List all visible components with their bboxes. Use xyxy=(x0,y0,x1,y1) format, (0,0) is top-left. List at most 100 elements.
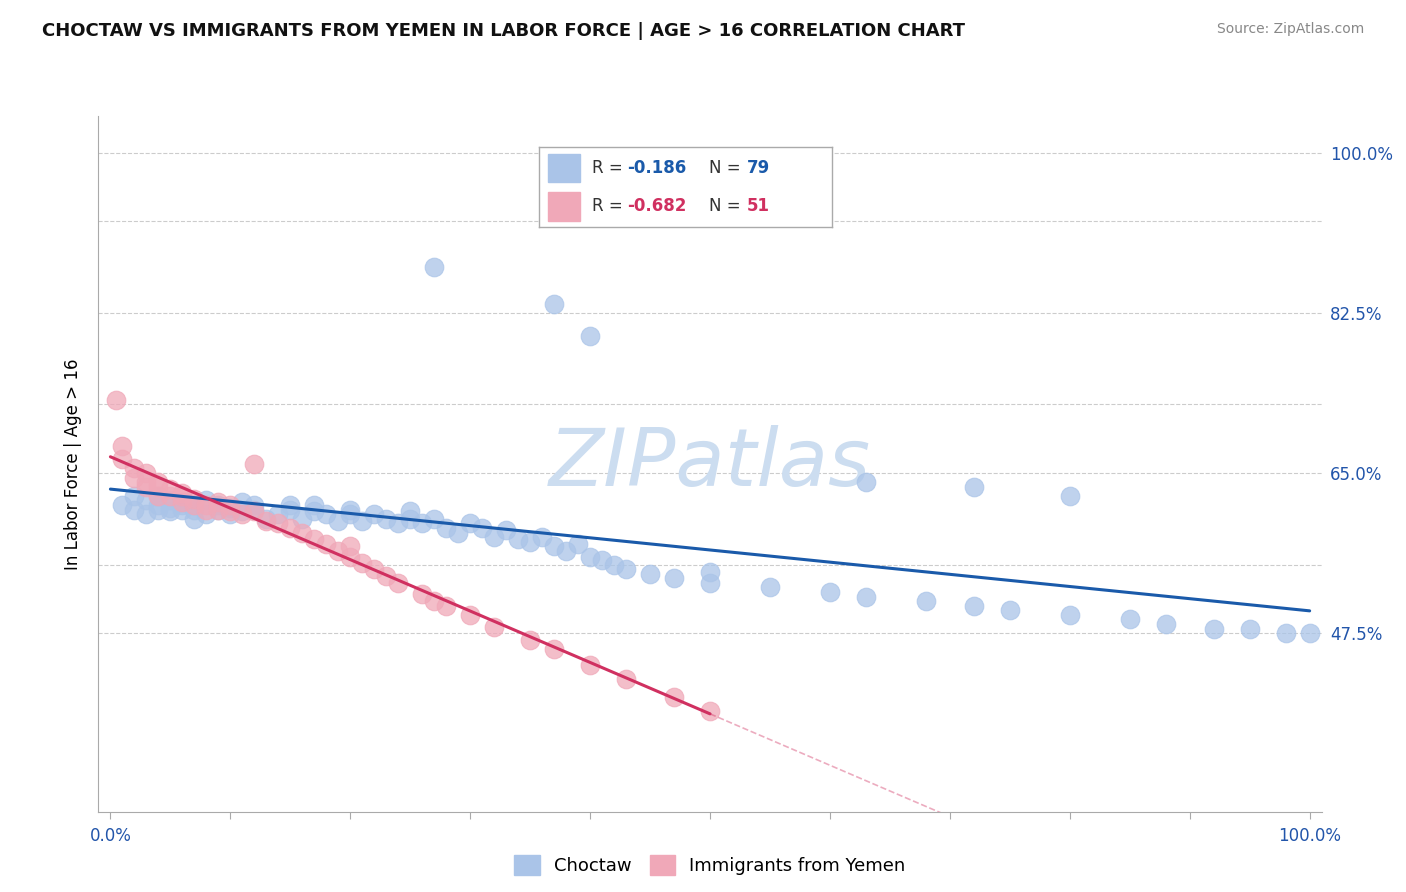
Point xyxy=(387,516,409,531)
Point xyxy=(399,512,422,526)
Point xyxy=(207,502,229,516)
Point xyxy=(1059,607,1081,622)
Point xyxy=(638,566,661,581)
Point xyxy=(135,480,157,494)
Point xyxy=(339,550,361,565)
Point xyxy=(423,594,446,608)
Text: 51: 51 xyxy=(747,197,770,216)
Point xyxy=(183,498,205,512)
Point xyxy=(195,498,218,512)
Point xyxy=(148,489,170,503)
Point xyxy=(135,507,157,521)
Point xyxy=(243,504,266,518)
Point xyxy=(614,672,637,686)
Point xyxy=(339,507,361,521)
Y-axis label: In Labor Force | Age > 16: In Labor Force | Age > 16 xyxy=(65,358,83,570)
Text: CHOCTAW VS IMMIGRANTS FROM YEMEN IN LABOR FORCE | AGE > 16 CORRELATION CHART: CHOCTAW VS IMMIGRANTS FROM YEMEN IN LABO… xyxy=(42,22,965,40)
Point xyxy=(267,507,290,521)
Text: R =: R = xyxy=(592,197,627,216)
Point xyxy=(159,493,181,508)
Point xyxy=(172,498,194,512)
Point xyxy=(183,502,205,516)
Point xyxy=(111,498,134,512)
Point xyxy=(963,599,986,613)
Point xyxy=(172,486,194,500)
Bar xyxy=(547,192,579,221)
Point xyxy=(662,690,685,705)
Point xyxy=(219,498,242,512)
Point xyxy=(818,585,841,599)
Point xyxy=(243,502,266,516)
Point xyxy=(423,512,446,526)
Point xyxy=(363,562,385,576)
Point xyxy=(495,523,517,537)
Point xyxy=(278,502,301,516)
Point xyxy=(124,502,146,516)
Point xyxy=(339,539,361,553)
Point xyxy=(231,507,253,521)
Point xyxy=(148,475,170,490)
Point xyxy=(375,568,398,582)
Point xyxy=(254,512,277,526)
Point xyxy=(135,493,157,508)
Text: -0.186: -0.186 xyxy=(627,159,686,178)
Point xyxy=(195,507,218,521)
Point xyxy=(519,632,541,647)
Point xyxy=(315,537,337,551)
Point xyxy=(111,452,134,467)
Point xyxy=(195,493,218,508)
Point xyxy=(124,489,146,503)
Point xyxy=(1202,622,1225,636)
Point xyxy=(352,514,374,528)
Bar xyxy=(547,153,579,183)
Point xyxy=(399,504,422,518)
Point xyxy=(304,504,326,518)
Point xyxy=(375,512,398,526)
Point xyxy=(998,603,1021,617)
Point xyxy=(458,516,481,531)
Point xyxy=(159,483,181,497)
Point xyxy=(207,495,229,509)
Point xyxy=(172,495,194,509)
Point xyxy=(243,498,266,512)
Point xyxy=(411,516,433,531)
Point xyxy=(591,553,613,567)
Point xyxy=(363,507,385,521)
Point xyxy=(519,534,541,549)
Point xyxy=(315,507,337,521)
Point xyxy=(195,502,218,516)
Point xyxy=(207,498,229,512)
Point xyxy=(1239,622,1261,636)
Point xyxy=(855,590,877,604)
Point xyxy=(458,607,481,622)
Point xyxy=(471,521,494,535)
Point xyxy=(915,594,938,608)
Point xyxy=(567,537,589,551)
Point xyxy=(579,658,602,673)
Point xyxy=(423,260,446,274)
Point xyxy=(111,438,134,452)
Point xyxy=(291,512,314,526)
Point xyxy=(447,525,470,540)
Point xyxy=(148,498,170,512)
Point xyxy=(148,489,170,503)
Point xyxy=(267,516,290,531)
Point xyxy=(304,532,326,546)
Point xyxy=(135,466,157,480)
Legend: Choctaw, Immigrants from Yemen: Choctaw, Immigrants from Yemen xyxy=(508,847,912,883)
Text: Source: ZipAtlas.com: Source: ZipAtlas.com xyxy=(1216,22,1364,37)
Point xyxy=(183,512,205,526)
Point xyxy=(183,498,205,512)
Point xyxy=(963,480,986,494)
Point xyxy=(254,514,277,528)
Text: -0.682: -0.682 xyxy=(627,197,686,216)
Point xyxy=(543,296,565,310)
Point xyxy=(555,544,578,558)
Point xyxy=(1119,612,1142,626)
Text: 79: 79 xyxy=(747,159,770,178)
Point xyxy=(278,498,301,512)
Point xyxy=(207,502,229,516)
Point xyxy=(328,514,350,528)
Point xyxy=(411,587,433,601)
Point xyxy=(434,599,457,613)
